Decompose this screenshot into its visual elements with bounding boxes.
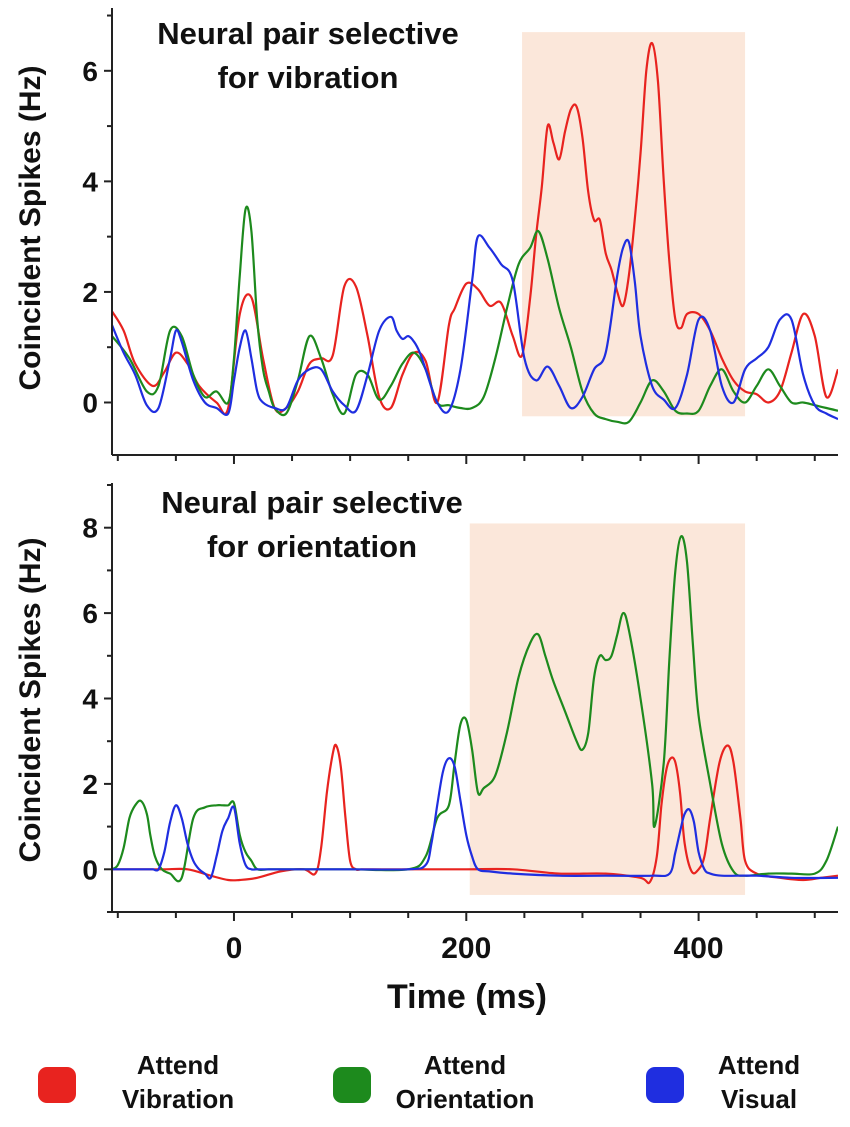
chart-title-line: Neural pair selective: [157, 16, 459, 51]
series-line-attend-orientation: [112, 535, 838, 883]
y-tick-label: 0: [82, 387, 98, 418]
series-line-attend-visual: [112, 757, 838, 880]
y-tick-label: 6: [82, 598, 98, 629]
panel-vibration: 0 2 4 6 Coincident Spikes (Hz) Neural pair se…: [14, 8, 838, 464]
x-axis-label: Time (ms): [387, 978, 547, 1016]
y-tick-label: 4: [82, 166, 98, 197]
figure: 0 2 4 6 Coincident Spikes (Hz) Neural pair se…: [14, 8, 838, 1016]
panel-orientation: 0 2 4 6 8 0 200 400 Coincident Spikes (Hz) Neural…: [14, 483, 838, 965]
x-tick-label: 400: [674, 932, 724, 965]
y-tick-label: 2: [82, 277, 98, 308]
chart-title-line: for orientation: [207, 529, 417, 564]
y-tick-label: 0: [82, 854, 98, 885]
series-line-attend-vibration: [112, 743, 838, 885]
x-tick-label: 0: [226, 932, 243, 965]
legend-label-vibration: Attend Vibration: [121, 1050, 235, 1114]
legend-swatch-visual: [646, 1067, 684, 1103]
y-axis-label: Coincident Spikes (Hz): [14, 65, 47, 390]
y-tick-label: 8: [82, 513, 98, 544]
y-tick-label: 4: [82, 684, 98, 715]
legend-label-visual: Attend Visual: [717, 1050, 801, 1114]
highlight-region: [469, 523, 746, 895]
legend-label-orientation: Attend Orientation: [395, 1050, 535, 1114]
chart-title-line: Neural pair selective: [161, 485, 463, 520]
x-tick-label: 200: [441, 932, 491, 965]
legend: Attend Vibration Attend Orientation Attend…: [0, 1040, 850, 1120]
y-tick-label: 2: [82, 769, 98, 800]
series-group: [112, 535, 838, 885]
y-tick-label: 6: [82, 56, 98, 87]
series-line-attend-orientation: [112, 205, 838, 425]
chart-title-line: for vibration: [218, 60, 399, 95]
y-axis-label: Coincident Spikes (Hz): [14, 537, 47, 862]
legend-swatch-orientation: [333, 1067, 371, 1103]
series-line-attend-visual: [112, 234, 838, 421]
legend-swatch-vibration: [38, 1067, 76, 1103]
series-group: [112, 41, 838, 425]
